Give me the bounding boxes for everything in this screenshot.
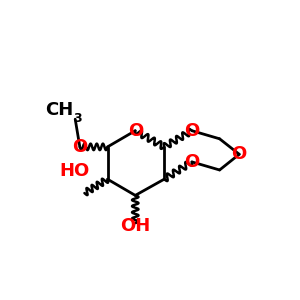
Text: O: O bbox=[232, 145, 247, 163]
Text: O: O bbox=[184, 122, 200, 140]
Text: OH: OH bbox=[120, 217, 150, 235]
Text: HO: HO bbox=[59, 162, 89, 180]
Text: CH: CH bbox=[45, 101, 73, 119]
Text: 3: 3 bbox=[73, 112, 82, 124]
Text: O: O bbox=[184, 153, 200, 171]
Text: O: O bbox=[128, 122, 143, 140]
Text: O: O bbox=[72, 138, 88, 156]
